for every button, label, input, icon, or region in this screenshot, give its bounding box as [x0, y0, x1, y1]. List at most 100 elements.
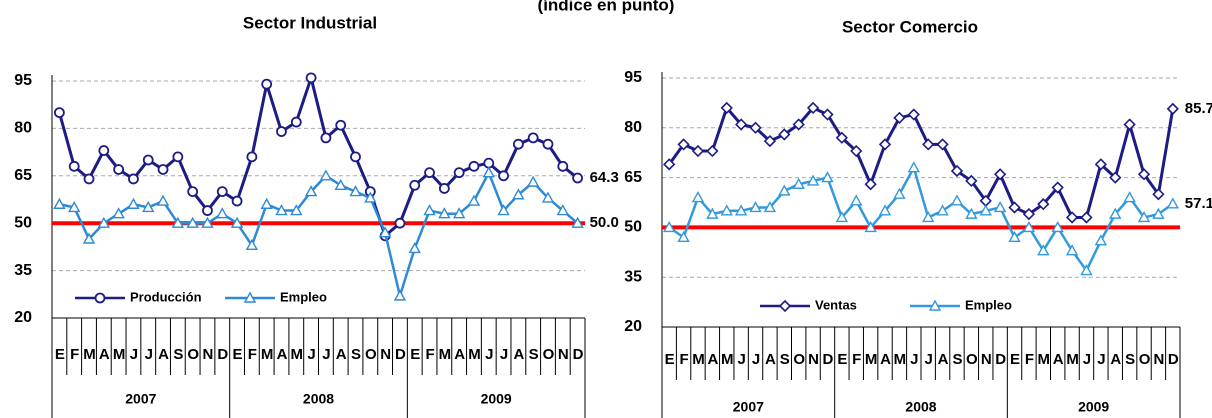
data-point: [1051, 220, 1064, 233]
x-tick-label: J: [1097, 351, 1105, 368]
data-point: [452, 207, 466, 219]
x-tick-label: A: [99, 346, 110, 363]
legend-marker: [94, 292, 106, 304]
x-tick-label: D: [1168, 351, 1179, 368]
x-tick-label: N: [203, 346, 213, 363]
data-point: [82, 232, 96, 244]
data-point: [542, 138, 554, 150]
x-tick-label: M: [721, 351, 733, 368]
panel-title: Sector Comercio: [842, 17, 978, 36]
data-point: [290, 116, 302, 128]
data-point: [763, 201, 777, 213]
data-point: [512, 188, 525, 200]
data-point: [735, 118, 748, 131]
x-tick-label: M: [865, 351, 877, 368]
data-point: [792, 118, 805, 131]
x-tick-label: O: [365, 346, 377, 363]
data-point: [936, 204, 949, 216]
data-point: [850, 144, 863, 158]
data-point: [541, 191, 555, 203]
year-label: 2008: [905, 399, 936, 415]
data-point: [677, 230, 690, 243]
data-point: [950, 164, 964, 178]
year-label: 2009: [481, 391, 512, 407]
x-tick-label: M: [439, 346, 451, 363]
x-tick-label: J: [485, 346, 493, 363]
x-tick-label: J: [737, 351, 745, 368]
data-point: [850, 194, 863, 206]
data-point: [706, 207, 719, 219]
data-point: [319, 169, 333, 181]
data-point: [498, 170, 509, 182]
data-point: [304, 185, 318, 197]
x-tick-label: E: [233, 346, 243, 363]
data-point: [993, 201, 1007, 213]
data-point: [526, 175, 540, 187]
data-point: [734, 204, 748, 216]
y-tick-label: 50: [14, 214, 32, 231]
data-point: [424, 167, 435, 179]
data-point: [97, 216, 111, 228]
data-point: [113, 164, 125, 175]
data-point: [556, 204, 569, 216]
data-point: [821, 171, 834, 183]
data-point: [893, 187, 906, 199]
x-tick-label: M: [291, 346, 303, 363]
y-tick-label: 95: [624, 69, 642, 86]
x-tick-label: M: [113, 346, 125, 363]
data-point: [1037, 244, 1050, 256]
x-tick-label: E: [665, 351, 675, 368]
data-point: [260, 197, 273, 209]
x-tick-label: S: [1125, 351, 1135, 368]
data-point: [1094, 234, 1108, 246]
data-point: [305, 72, 317, 84]
data-point: [54, 107, 65, 118]
data-point: [230, 216, 244, 228]
x-tick-label: M: [692, 351, 704, 368]
x-tick-label: A: [277, 346, 288, 363]
data-point: [245, 238, 259, 251]
legend-marker: [778, 299, 792, 313]
y-tick-label: 65: [14, 167, 32, 184]
data-point: [53, 197, 66, 209]
x-tick-label: A: [158, 346, 169, 363]
data-point: [261, 78, 273, 90]
data-point: [393, 289, 407, 301]
data-point: [878, 204, 892, 216]
x-tick-label: M: [83, 346, 95, 363]
x-tick-label: A: [1110, 351, 1121, 368]
data-point: [1022, 207, 1036, 221]
data-point: [907, 161, 920, 173]
data-point: [936, 138, 949, 151]
x-tick-label: D: [823, 351, 834, 368]
data-point: [878, 138, 892, 151]
data-point: [68, 160, 80, 172]
data-point: [1008, 201, 1021, 214]
x-tick-label: F: [1025, 351, 1034, 368]
data-point: [557, 160, 569, 172]
panel-title: Sector Industrial: [243, 13, 377, 32]
legend-label: Empleo: [965, 297, 1012, 312]
x-tick-label: D: [573, 346, 584, 363]
x-tick-label: N: [1153, 351, 1163, 368]
data-point: [806, 101, 820, 115]
legend-marker: [243, 291, 257, 303]
data-point: [275, 204, 288, 216]
x-tick-label: J: [307, 346, 315, 363]
data-point: [438, 207, 451, 219]
data-point: [663, 220, 676, 233]
page-title: (índice en punto): [538, 0, 675, 14]
data-point: [231, 195, 243, 207]
data-point: [497, 204, 510, 216]
data-point: [350, 151, 361, 163]
y-tick-label: 95: [14, 72, 32, 89]
x-tick-label: O: [543, 346, 555, 363]
data-point: [1109, 207, 1122, 219]
x-tick-label: N: [380, 346, 390, 363]
data-point: [349, 185, 362, 197]
data-point: [907, 108, 920, 121]
x-tick-label: A: [513, 346, 524, 363]
x-tick-label: E: [837, 351, 847, 368]
data-point: [142, 154, 154, 166]
data-point: [186, 216, 199, 228]
